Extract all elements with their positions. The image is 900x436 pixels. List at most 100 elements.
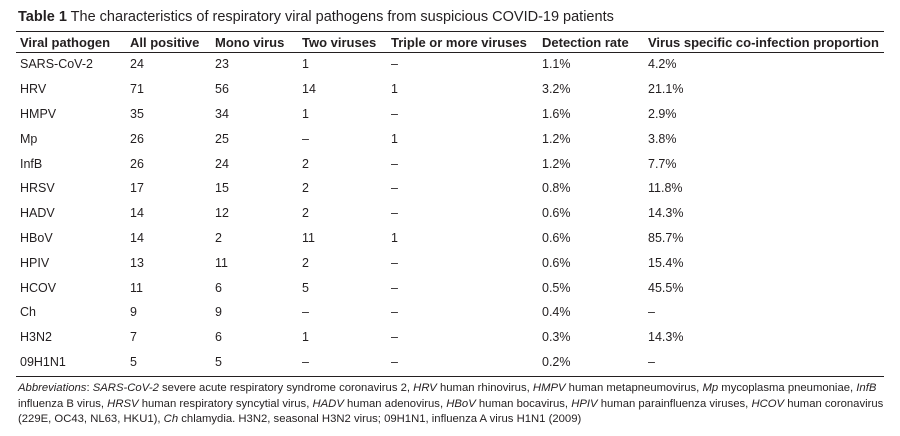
table-cell: 1 [302, 106, 309, 121]
footnote-abbreviation: InfB [856, 382, 877, 394]
table-cell: 11 [215, 255, 228, 270]
table-cell: HCOV [20, 280, 57, 295]
table-cell: 11.8% [648, 181, 683, 196]
footnote-abbreviation: Ch [163, 413, 179, 425]
table-cell: – [391, 106, 398, 121]
table-cell: 9 [130, 305, 137, 320]
table-cell: – [391, 280, 398, 295]
table-cell: HBoV [20, 230, 53, 245]
table-cell: 1 [302, 330, 309, 345]
table-cell: 34 [215, 106, 229, 121]
table-cell: 1.2% [542, 131, 571, 146]
table-row: Mp 26 25 – 1 1.2% 3.8% [16, 126, 884, 151]
table-cell: 1 [302, 57, 309, 72]
table-cell: SARS-CoV-2 [20, 57, 93, 72]
table-cell: 0.6% [542, 206, 571, 221]
table-cell: 0.6% [542, 255, 571, 270]
table-cell: 71 [130, 82, 144, 97]
table-cell: – [391, 255, 398, 270]
table-cell: – [648, 305, 655, 320]
table-caption: Table 1 The characteristics of respirato… [18, 9, 614, 25]
table-row: 09H1N1 5 5 – – 0.2% – [16, 350, 884, 375]
table-cell: 7 [130, 330, 137, 345]
table-cell: HRSV [20, 181, 55, 196]
table-cell: 26 [130, 156, 144, 171]
table-body: SARS-CoV-2 24 23 1–1.1% 4.2% HRV 71 56 14 1 3.2% 21… [16, 52, 884, 374]
table-cell: 1.2% [542, 156, 571, 171]
table-cell: 24 [215, 156, 229, 171]
table-cell: 24 [130, 57, 144, 72]
table-row: HRSV 17 15 2 – 0.8% 11.8% [16, 176, 884, 201]
footnote-abbreviation: HBoV [446, 397, 476, 410]
footnote-definition: mycoplasma pneumoniae, [718, 382, 857, 394]
table-cell: 4.2% [648, 57, 677, 72]
footnote-definition: severe acute respiratory syndrome corona… [158, 382, 414, 394]
footnote-abbreviation: HMPV [532, 382, 566, 394]
table-cell: 2 [302, 206, 309, 221]
table-cell: Ch [20, 305, 36, 320]
footnote-definition: human parainfluenza viruses, [597, 397, 752, 410]
table-cell: 35 [130, 106, 144, 121]
table-cell: 14.3% [648, 206, 684, 221]
footnote-definition: human metapneumovirus, [565, 382, 703, 394]
table-cell: 2 [302, 255, 309, 270]
table-footnote: Abbreviations: SARS-CoV-2 severe acute r… [18, 382, 884, 426]
table-row: HMPV 35 34 1 – 1.6% 2.9% [16, 102, 884, 127]
table-row: H3N2 7 6 1 – 0.3% 14.3% [16, 325, 884, 350]
footnote-definition: human respiratory syncytial virus, [138, 397, 313, 410]
table-cell: 2 [215, 230, 222, 245]
table-cell: InfB [20, 156, 43, 171]
footnote-abbreviation: HRV [413, 382, 437, 394]
table-cell: – [391, 354, 398, 369]
table-cell: 1 [391, 82, 398, 97]
footnote-definition: influenza B virus, [18, 397, 108, 410]
table-cell: – [391, 330, 398, 345]
column-header: Viral pathogen [20, 34, 111, 50]
table-cell: 5 [302, 280, 309, 295]
table-cell: 12 [215, 206, 229, 221]
footnote-abbreviation: HPIV [571, 397, 598, 410]
table-cell: 1.1% [542, 57, 571, 72]
table-cell: 6 [215, 280, 222, 295]
table-cell: 13 [130, 255, 144, 270]
footnote-definition: human rhinovirus, [436, 382, 533, 394]
table-cell: 14.3% [648, 330, 684, 345]
table-cell: 9 [215, 305, 222, 320]
table-cell: 15 [215, 181, 229, 196]
table-row: HRV 71 56 14 1 3.2% 21.1% [16, 77, 884, 102]
table-cell: HADV [20, 206, 55, 221]
table-cell: – [648, 354, 655, 369]
table-cell: 0.3% [542, 330, 571, 345]
footnote-abbreviation: HRSV [107, 397, 139, 410]
table-cell: – [391, 181, 398, 196]
table-cell: HRV [20, 82, 47, 97]
table-cell: 5 [215, 354, 222, 369]
table-row: InfB 26 24 2 – 1.2% 7.7% [16, 151, 884, 176]
footnote-definition: chlamydia. H3N2, seasonal H3N2 virus; 09… [178, 413, 582, 425]
table-cell: – [391, 305, 398, 320]
column-header: Detection rate [542, 34, 629, 50]
table-title: The characteristics of respiratory viral… [70, 9, 614, 25]
table-cell: 2.9% [648, 106, 677, 121]
table-cell: HMPV [20, 106, 57, 121]
table-cell: 15.4% [648, 255, 684, 270]
footnote-definition: human coronavirus (229E, OC43, NL63, HKU… [18, 397, 884, 426]
column-header: Two viruses [302, 34, 377, 50]
table-cell: 14 [130, 230, 144, 245]
table-row: SARS-CoV-2 24 23 1 – 1.1% 4.2% [16, 52, 884, 77]
footnote-abbreviation: HADV [312, 397, 344, 410]
table-cell: Mp [20, 131, 38, 146]
table-cell: 2 [302, 181, 309, 196]
footnote-definition: human bocavirus, [475, 397, 572, 410]
table-row: HBoV 14 2 11 1 0.6% 85.7% [16, 226, 884, 251]
footnote-abbreviation: Mp [702, 382, 719, 394]
table-cell: – [391, 156, 398, 171]
column-header: Mono virus [215, 34, 285, 50]
footnote-abbreviation: HCOV [751, 397, 785, 410]
table-cell: – [302, 305, 309, 320]
column-header: Virus specific co-infection proportion [648, 34, 879, 50]
footnote-abbreviation: SARS-CoV-2 [92, 382, 159, 394]
table-cell: 6 [215, 330, 222, 345]
table-cell: 45.5% [648, 280, 684, 295]
